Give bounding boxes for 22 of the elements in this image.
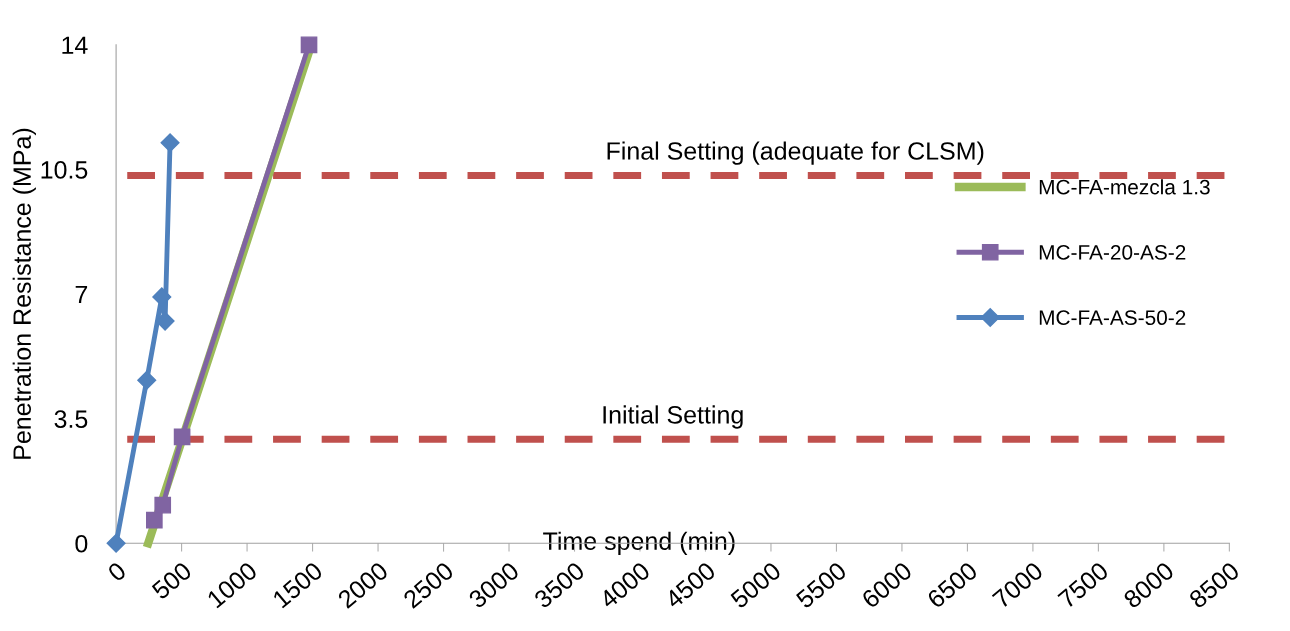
- legend-label: MC-FA-AS-50-2: [1039, 310, 1186, 326]
- point: [106, 533, 126, 553]
- point: [137, 370, 157, 390]
- point: [300, 36, 318, 54]
- point: [173, 428, 191, 446]
- y-axis-title: Penetration Resistance (MPa): [12, 128, 36, 459]
- point: [152, 287, 172, 307]
- point: [146, 511, 163, 529]
- x-tick-label: 0: [106, 561, 128, 583]
- y-tick-label: 10.5: [41, 161, 88, 179]
- point: [154, 496, 172, 514]
- legend-label: MC-FA-mezcla 1.3: [1039, 179, 1210, 195]
- legend-label: MC-FA-20-AS-2: [1039, 245, 1186, 260]
- ref-line-label: Initial Setting: [603, 405, 743, 429]
- point: [160, 133, 180, 153]
- x-axis-title: Time spend (min): [543, 531, 735, 555]
- y-tick-label: 3.5: [54, 410, 88, 428]
- y-tick-label: 14: [62, 36, 88, 54]
- y-tick-label: 7: [75, 285, 88, 304]
- y-tick-label: 0: [75, 534, 88, 553]
- ref-line-label: Final Setting (adequate for CLSM): [607, 141, 984, 165]
- x-tick-label: 500: [150, 561, 193, 601]
